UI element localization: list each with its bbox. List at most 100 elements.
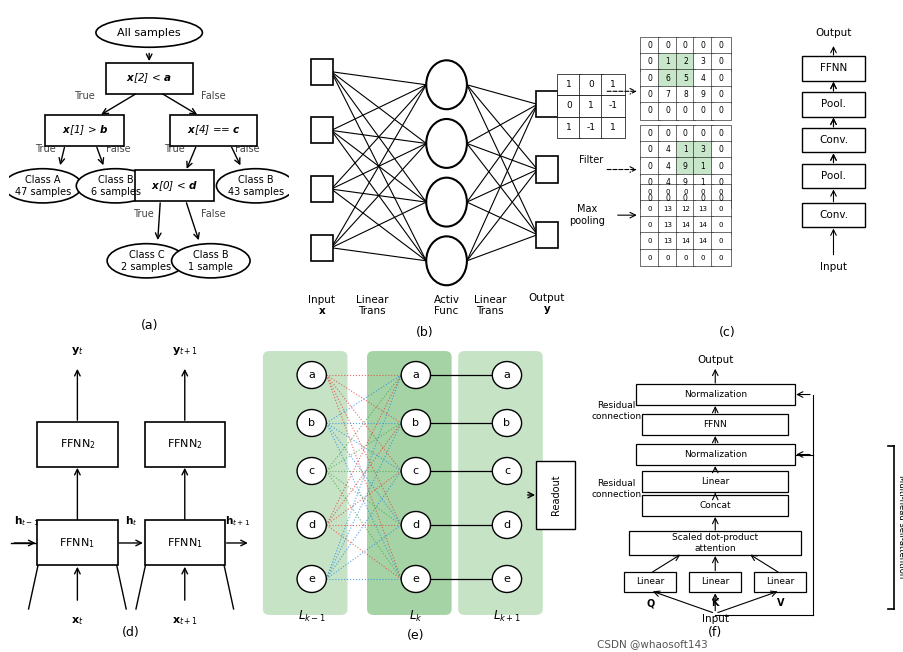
Text: 0: 0	[718, 254, 722, 261]
FancyBboxPatch shape	[135, 170, 213, 201]
Text: FFNN$_1$: FFNN$_1$	[60, 536, 95, 550]
FancyBboxPatch shape	[693, 69, 712, 87]
Text: 4: 4	[665, 145, 669, 155]
FancyBboxPatch shape	[170, 115, 256, 146]
Text: Q: Q	[646, 598, 654, 608]
Text: Output
$\mathbf{y}$: Output $\mathbf{y}$	[528, 293, 564, 316]
FancyBboxPatch shape	[710, 125, 730, 142]
Text: 1: 1	[700, 178, 704, 187]
Text: $\mathbf{h}_{t-1}$: $\mathbf{h}_{t-1}$	[14, 514, 39, 528]
Text: $\mathbf{y}_t$: $\mathbf{y}_t$	[71, 345, 84, 357]
Text: 14: 14	[680, 222, 689, 228]
Text: 1: 1	[565, 123, 572, 132]
Text: 0: 0	[683, 106, 687, 115]
Text: 0: 0	[718, 222, 722, 228]
Text: 12: 12	[680, 205, 689, 212]
FancyBboxPatch shape	[710, 232, 730, 250]
FancyBboxPatch shape	[639, 216, 659, 234]
Text: Linear: Linear	[766, 578, 794, 587]
Text: Normalization: Normalization	[683, 450, 746, 459]
FancyBboxPatch shape	[675, 232, 694, 250]
FancyBboxPatch shape	[600, 74, 624, 95]
FancyBboxPatch shape	[675, 248, 694, 266]
Text: Concat: Concat	[699, 501, 731, 510]
Text: 0: 0	[718, 57, 722, 67]
Ellipse shape	[172, 244, 250, 278]
Circle shape	[492, 409, 521, 437]
Text: 13: 13	[663, 205, 672, 212]
Text: 2: 2	[683, 57, 687, 67]
Text: 0: 0	[647, 90, 652, 99]
FancyBboxPatch shape	[657, 37, 677, 55]
Text: $L_{k+1}$: $L_{k+1}$	[492, 609, 520, 624]
FancyBboxPatch shape	[693, 53, 712, 70]
Text: $\mathbf{x}_t$: $\mathbf{x}_t$	[71, 615, 84, 627]
FancyBboxPatch shape	[675, 216, 694, 234]
Text: $\mathbf{h}_t$: $\mathbf{h}_t$	[125, 514, 137, 528]
FancyBboxPatch shape	[801, 128, 864, 153]
Text: 0: 0	[683, 194, 687, 203]
Ellipse shape	[96, 18, 202, 47]
Text: 0: 0	[647, 222, 652, 228]
Text: True: True	[35, 143, 56, 154]
FancyBboxPatch shape	[710, 173, 730, 192]
Text: 4: 4	[700, 74, 704, 83]
Text: FFNN$_1$: FFNN$_1$	[167, 536, 202, 550]
FancyBboxPatch shape	[535, 222, 557, 248]
FancyBboxPatch shape	[693, 200, 712, 218]
FancyBboxPatch shape	[675, 53, 694, 70]
Circle shape	[426, 177, 466, 226]
FancyBboxPatch shape	[639, 200, 659, 218]
Text: 0: 0	[700, 129, 704, 138]
Text: 0: 0	[587, 80, 593, 89]
FancyBboxPatch shape	[693, 37, 712, 55]
FancyBboxPatch shape	[801, 203, 864, 228]
Text: 1: 1	[683, 145, 687, 155]
Text: 0: 0	[718, 194, 722, 203]
FancyBboxPatch shape	[657, 173, 677, 192]
Text: (b): (b)	[415, 326, 433, 339]
FancyBboxPatch shape	[639, 37, 659, 55]
Text: 0: 0	[718, 129, 722, 138]
FancyBboxPatch shape	[693, 190, 712, 207]
Text: Activ
Func: Activ Func	[433, 295, 459, 316]
Circle shape	[492, 458, 521, 484]
FancyBboxPatch shape	[639, 53, 659, 70]
Text: e: e	[503, 574, 510, 584]
FancyBboxPatch shape	[535, 460, 574, 529]
Text: -1: -1	[608, 102, 617, 110]
Text: Output: Output	[815, 27, 851, 38]
Text: Max
pooling: Max pooling	[568, 204, 604, 226]
Text: e: e	[412, 574, 419, 584]
Text: CSDN @whaosoft143: CSDN @whaosoft143	[596, 639, 707, 649]
FancyBboxPatch shape	[535, 91, 557, 117]
Text: 3: 3	[700, 145, 704, 155]
Circle shape	[297, 565, 326, 593]
Text: 0: 0	[718, 178, 722, 187]
Text: (d): (d)	[122, 626, 140, 639]
Text: 0: 0	[665, 189, 669, 196]
FancyBboxPatch shape	[675, 69, 694, 87]
Text: a: a	[412, 370, 419, 380]
FancyBboxPatch shape	[579, 74, 602, 95]
FancyBboxPatch shape	[657, 216, 677, 234]
Text: $\mathbf{x}_{t+1}$: $\mathbf{x}_{t+1}$	[172, 615, 198, 627]
Text: b: b	[503, 418, 510, 428]
FancyBboxPatch shape	[556, 117, 581, 138]
FancyBboxPatch shape	[675, 141, 694, 158]
FancyBboxPatch shape	[639, 190, 659, 207]
FancyBboxPatch shape	[311, 117, 332, 143]
FancyBboxPatch shape	[693, 157, 712, 175]
Text: 13: 13	[663, 238, 672, 244]
FancyBboxPatch shape	[639, 157, 659, 175]
FancyBboxPatch shape	[556, 95, 581, 117]
Text: (c): (c)	[719, 326, 735, 339]
FancyBboxPatch shape	[657, 200, 677, 218]
FancyBboxPatch shape	[657, 125, 677, 142]
Text: 0: 0	[718, 145, 722, 155]
Text: Conv.: Conv.	[818, 135, 847, 145]
Text: False: False	[106, 143, 131, 154]
Text: Linear: Linear	[636, 578, 664, 587]
FancyBboxPatch shape	[693, 102, 712, 120]
Text: Linear
Trans: Linear Trans	[473, 295, 506, 316]
